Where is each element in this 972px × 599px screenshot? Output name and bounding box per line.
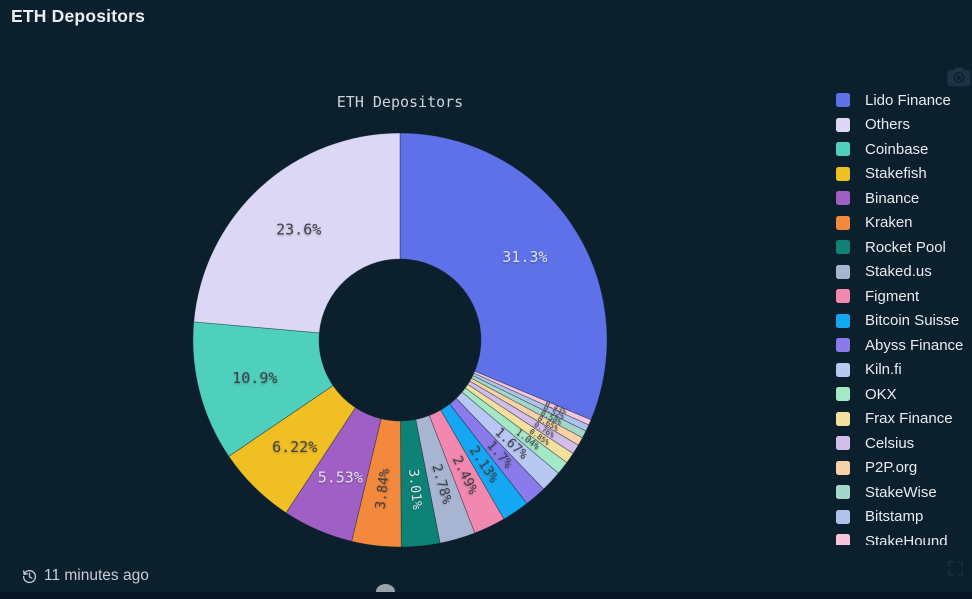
legend-item-abyss-finance[interactable]: Abyss Finance	[836, 333, 972, 358]
legend-swatch	[836, 387, 850, 402]
legend-swatch	[836, 411, 850, 426]
legend-item-bitcoin-suisse[interactable]: Bitcoin Suisse	[836, 309, 972, 334]
fullscreen-corners-icon[interactable]	[948, 561, 963, 576]
camera-icon[interactable]	[946, 65, 972, 89]
legend-label: P2P.org	[865, 459, 918, 477]
legend-label: Lido Finance	[865, 91, 951, 109]
legend-label: Abyss Finance	[865, 336, 964, 354]
legend-swatch	[836, 215, 850, 230]
legend-label: OKX	[865, 385, 897, 403]
legend-swatch	[836, 166, 850, 181]
legend-swatch	[836, 117, 850, 132]
legend-label: Bitstamp	[865, 508, 924, 526]
legend-label: StakeWise	[865, 483, 937, 501]
legend-item-kiln-fi[interactable]: Kiln.fi	[836, 358, 972, 383]
legend-item-binance[interactable]: Binance	[836, 186, 972, 211]
legend-swatch	[836, 509, 850, 524]
legend-label: Coinbase	[865, 140, 929, 158]
legend-item-p2p-org[interactable]: P2P.org	[836, 456, 972, 481]
legend-swatch	[836, 142, 850, 157]
legend-item-kraken[interactable]: Kraken	[836, 211, 972, 236]
legend-item-okx[interactable]: OKX	[836, 382, 972, 407]
legend-label: Staked.us	[865, 263, 932, 281]
history-clock-icon	[21, 568, 38, 585]
chart-title: ETH Depositors	[336, 93, 464, 111]
legend-swatch	[836, 93, 850, 108]
legend-item-stakefish[interactable]: Stakefish	[836, 162, 972, 187]
legend-label: Binance	[865, 189, 920, 207]
legend-label: Frax Finance	[865, 410, 953, 428]
legend-swatch	[836, 289, 850, 304]
legend-label: Stakefish	[865, 165, 927, 183]
legend-swatch	[836, 313, 850, 328]
legend-label: StakeHound	[865, 532, 948, 545]
legend-swatch	[836, 436, 850, 451]
legend-swatch	[836, 264, 850, 279]
chart-legend: Lido Finance Others Coinbase Stakefish Binan…	[836, 88, 972, 545]
legend-label: Kraken	[865, 214, 913, 232]
legend-item-rocket-pool[interactable]: Rocket Pool	[836, 235, 972, 260]
last-updated: 11 minutes ago	[21, 567, 149, 585]
legend-swatch	[836, 460, 850, 475]
widget-bottom-edge	[0, 592, 972, 599]
legend-swatch	[836, 534, 850, 545]
legend-swatch	[836, 362, 850, 377]
legend-item-lido-finance[interactable]: Lido Finance	[836, 88, 972, 113]
legend-label: Kiln.fi	[865, 361, 902, 379]
legend-item-coinbase[interactable]: Coinbase	[836, 137, 972, 162]
widget-title: ETH Depositors	[11, 6, 146, 26]
legend-swatch	[836, 338, 850, 353]
legend-swatch	[836, 485, 850, 500]
legend-label: Celsius	[865, 434, 915, 452]
legend-item-stakehound[interactable]: StakeHound	[836, 529, 972, 545]
legend-label: Figment	[865, 287, 920, 305]
legend-item-bitstamp[interactable]: Bitstamp	[836, 505, 972, 530]
legend-item-staked-us[interactable]: Staked.us	[836, 260, 972, 285]
legend-label: Others	[865, 116, 911, 134]
legend-swatch	[836, 191, 850, 206]
legend-item-celsius[interactable]: Celsius	[836, 431, 972, 456]
pie-slice-others[interactable]	[193, 132, 401, 334]
last-updated-text: 11 minutes ago	[44, 567, 149, 584]
legend-item-frax-finance[interactable]: Frax Finance	[836, 407, 972, 432]
legend-swatch	[836, 240, 850, 255]
pie-slice-lido-finance[interactable]	[399, 132, 608, 421]
legend-item-figment[interactable]: Figment	[836, 284, 972, 309]
legend-item-others[interactable]: Others	[836, 113, 972, 138]
legend-item-stakewise[interactable]: StakeWise	[836, 480, 972, 505]
legend-label: Bitcoin Suisse	[865, 312, 960, 330]
legend-label: Rocket Pool	[865, 238, 946, 256]
